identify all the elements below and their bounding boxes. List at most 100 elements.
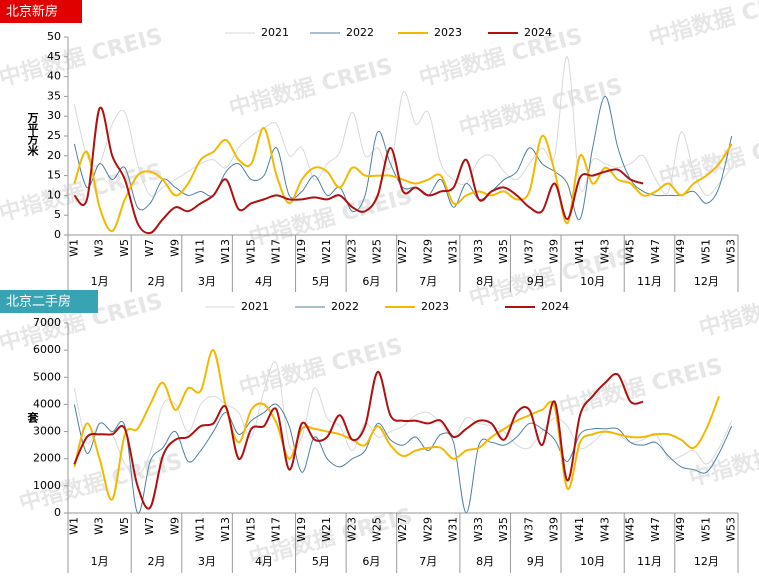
month-label: 10月	[580, 275, 605, 288]
y-axis-label: 套	[26, 411, 39, 424]
x-tick-label: W35	[497, 517, 510, 542]
y-axis-label: 万平方米	[26, 112, 40, 157]
month-label: 12月	[694, 555, 719, 568]
x-tick-label: W49	[674, 517, 687, 542]
y-tick-label: 20	[47, 149, 61, 162]
x-tick-label: W3	[93, 517, 106, 535]
watermark: 中指数据 CREIS	[646, 0, 759, 52]
x-tick-label: W37	[522, 517, 535, 542]
x-tick-label: W1	[67, 517, 80, 535]
x-tick-label: W47	[649, 239, 662, 264]
watermark: 中指数据 CREIS	[686, 423, 759, 492]
month-label: 8月	[476, 555, 494, 568]
x-tick-label: W27	[396, 239, 409, 264]
watermark: 中指数据 CREIS	[236, 333, 405, 402]
month-label: 11月	[637, 275, 662, 288]
x-tick-label: W43	[598, 517, 611, 542]
series-line	[73, 403, 733, 514]
series-line	[73, 56, 733, 197]
series-line	[73, 370, 644, 510]
legend-label: 2023	[421, 300, 449, 313]
x-tick-label: W7	[143, 239, 156, 257]
month-label: 11月	[637, 555, 662, 568]
month-label: 1月	[91, 555, 109, 568]
x-tick-label: W41	[573, 239, 586, 264]
month-label: 8月	[476, 275, 494, 288]
y-tick-label: 10	[47, 188, 61, 201]
x-tick-label: W41	[573, 517, 586, 542]
x-tick-label: W25	[371, 517, 384, 542]
x-tick-label: W45	[624, 239, 637, 264]
y-tick-label: 25	[47, 129, 61, 142]
y-tick-label: 50	[47, 30, 61, 43]
series-line	[73, 106, 644, 235]
y-tick-label: 5	[54, 208, 61, 221]
series-line	[73, 349, 720, 501]
x-tick-label: W33	[472, 517, 485, 542]
x-tick-label: W31	[447, 517, 460, 542]
month-label: 9月	[527, 275, 545, 288]
x-tick-label: W5	[118, 239, 131, 257]
y-tick-label: 35	[47, 89, 61, 102]
watermark: 中指数据 CREIS	[456, 73, 625, 142]
month-label: 3月	[198, 555, 216, 568]
x-tick-label: W21	[320, 239, 333, 264]
legend-label: 2022	[346, 26, 374, 39]
month-label: 4月	[255, 555, 273, 568]
series-line	[73, 95, 733, 221]
x-tick-label: W15	[244, 239, 257, 264]
month-label: 6月	[362, 555, 380, 568]
x-tick-label: W13	[219, 517, 232, 542]
y-tick-label: 0	[54, 228, 61, 241]
y-tick-label: 7000	[33, 316, 61, 329]
month-label: 4月	[255, 275, 273, 288]
x-tick-label: W17	[270, 239, 283, 264]
watermark: 中指数据 CREIS	[0, 23, 165, 92]
x-tick-label: W19	[295, 517, 308, 542]
month-label: 7月	[419, 555, 437, 568]
month-label: 1月	[91, 275, 109, 288]
watermark: 中指数据 CREIS	[226, 53, 395, 122]
x-tick-label: W53	[725, 239, 738, 264]
x-tick-label: W53	[725, 517, 738, 542]
y-tick-label: 0	[54, 506, 61, 519]
chart-title: 北京新房	[6, 4, 58, 20]
y-tick-label: 45	[47, 50, 61, 63]
chart-title: 北京二手房	[6, 294, 71, 310]
x-tick-label: W5	[118, 517, 131, 535]
y-tick-label: 1000	[33, 479, 61, 492]
legend-label: 2021	[241, 300, 269, 313]
y-tick-label: 4000	[33, 397, 61, 410]
month-label: 6月	[362, 275, 380, 288]
month-label: 9月	[527, 555, 545, 568]
month-label: 7月	[419, 275, 437, 288]
x-tick-label: W49	[674, 239, 687, 264]
x-tick-label: W15	[244, 517, 257, 542]
x-tick-label: W39	[548, 239, 561, 264]
y-tick-label: 2000	[33, 452, 61, 465]
x-tick-label: W13	[219, 239, 232, 264]
x-tick-label: W25	[371, 239, 384, 264]
legend-label: 2021	[261, 26, 289, 39]
x-tick-label: W43	[598, 239, 611, 264]
x-tick-label: W17	[270, 517, 283, 542]
x-tick-label: W29	[421, 517, 434, 542]
month-label: 12月	[694, 275, 719, 288]
x-tick-label: W3	[93, 239, 106, 257]
x-tick-label: W29	[421, 239, 434, 264]
y-tick-label: 15	[47, 169, 61, 182]
x-tick-label: W45	[624, 517, 637, 542]
x-tick-label: W19	[295, 239, 308, 264]
y-tick-label: 5000	[33, 370, 61, 383]
y-tick-label: 6000	[33, 343, 61, 356]
x-tick-label: W1	[67, 239, 80, 257]
watermark: 中指数据 CREIS	[0, 158, 165, 227]
x-tick-label: W39	[548, 517, 561, 542]
legend-label: 2023	[434, 26, 462, 39]
x-tick-label: W9	[168, 239, 181, 257]
x-tick-label: W51	[699, 517, 712, 542]
x-tick-label: W51	[699, 239, 712, 264]
x-tick-label: W23	[345, 239, 358, 264]
month-label: 5月	[312, 275, 330, 288]
